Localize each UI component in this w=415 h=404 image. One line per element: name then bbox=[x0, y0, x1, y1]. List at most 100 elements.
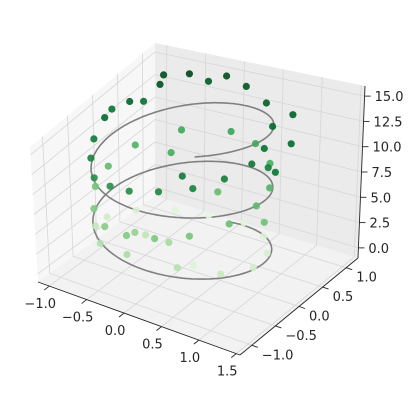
scatter-point-28 bbox=[251, 140, 260, 148]
x-tick-mark-5 bbox=[230, 353, 237, 358]
floor-pane bbox=[38, 196, 358, 355]
scatter-point-4 bbox=[248, 160, 256, 168]
scatter-point-56 bbox=[103, 213, 111, 221]
x-gridline-1 bbox=[86, 53, 206, 300]
helix-line bbox=[90, 101, 275, 280]
x-tick-label-4: 1.0 bbox=[180, 351, 201, 366]
scatter-point-30 bbox=[266, 184, 274, 192]
scatter-point-60 bbox=[189, 261, 197, 270]
y-tick-label-3: 0.5 bbox=[333, 290, 354, 305]
scatter-point-2 bbox=[269, 122, 277, 130]
scatter-point-35 bbox=[122, 231, 131, 240]
y-tick-label-2: 0.0 bbox=[309, 310, 330, 325]
y-tick-label-1: −0.5 bbox=[285, 329, 317, 344]
x-tick-label-2: 0.0 bbox=[105, 324, 126, 339]
y-tick-mark-0 bbox=[251, 344, 258, 348]
scatter-point-9 bbox=[106, 182, 114, 190]
axes-panes bbox=[30, 43, 365, 355]
scatter-point-3 bbox=[260, 144, 268, 153]
z-tick-label-3: 7.5 bbox=[372, 166, 393, 181]
scatter-point-7 bbox=[154, 188, 163, 196]
scatter-point-23 bbox=[108, 105, 116, 113]
scatter-point-59 bbox=[123, 250, 131, 259]
z-tick-label-2: 5.0 bbox=[370, 191, 391, 206]
scatter-point-53 bbox=[205, 211, 213, 219]
scatter-point-1 bbox=[262, 99, 270, 107]
scatter-point-17 bbox=[185, 70, 193, 78]
x-axis-line bbox=[37, 281, 241, 356]
z-gridline-3 bbox=[33, 119, 362, 215]
scatter-point-12 bbox=[271, 168, 279, 176]
scatter-point-57 bbox=[91, 222, 100, 230]
scatter-point-48 bbox=[217, 270, 225, 278]
scatter-point-33 bbox=[185, 232, 193, 240]
scatter-point-5 bbox=[220, 175, 228, 183]
axes-gridlines bbox=[30, 45, 365, 354]
y-tick-mark-1 bbox=[275, 325, 282, 329]
scatter-point-16 bbox=[204, 77, 213, 85]
scatter-point-15 bbox=[223, 72, 231, 80]
scatter-point-10 bbox=[287, 140, 295, 148]
scatter-point-51 bbox=[259, 232, 267, 240]
z-gridline-4 bbox=[32, 96, 363, 195]
scatter-point-26 bbox=[160, 71, 168, 79]
z-gridline-6 bbox=[30, 51, 365, 156]
back-pane bbox=[155, 43, 365, 258]
scatter-point-18 bbox=[156, 80, 164, 88]
y-gridline-0 bbox=[42, 136, 252, 346]
z-tick-label-4: 10.0 bbox=[373, 141, 402, 156]
scatter-point-32 bbox=[225, 220, 233, 228]
z-gridline-1 bbox=[36, 164, 360, 255]
x-gridline-0 bbox=[48, 45, 168, 287]
scatter-point-38 bbox=[91, 182, 99, 190]
scatter-point-46 bbox=[165, 238, 173, 246]
scatter-point-0 bbox=[242, 82, 250, 90]
x-tick-label-3: 0.5 bbox=[142, 338, 163, 353]
y-tick-mark-3 bbox=[322, 286, 329, 290]
x-gridline-4 bbox=[198, 77, 323, 341]
z-gridline-0 bbox=[37, 186, 359, 275]
scatter-point-19 bbox=[126, 97, 134, 106]
scatter-point-45 bbox=[167, 149, 175, 157]
scatter-point-54 bbox=[171, 206, 179, 214]
y-tick-label-0: −1.0 bbox=[262, 348, 294, 363]
plot-content bbox=[87, 70, 297, 280]
y-tick-mark-4 bbox=[346, 267, 353, 271]
scatter-point-8 bbox=[125, 187, 133, 195]
scatter-point-34 bbox=[151, 235, 159, 243]
scatter-point-61 bbox=[142, 231, 150, 239]
y-gridline-1 bbox=[67, 115, 276, 327]
axes-ticks: −1.0−0.50.00.51.01.5−1.0−0.50.00.51.00.0… bbox=[24, 90, 403, 380]
x-tick-label-0: −1.0 bbox=[24, 297, 56, 312]
x-gridline-3 bbox=[161, 69, 284, 327]
scatter-point-42 bbox=[260, 218, 268, 226]
scatter-point-50 bbox=[263, 249, 271, 257]
z-gridline-5 bbox=[31, 74, 364, 176]
scatter-point-39 bbox=[104, 162, 112, 170]
z-tick-label-0: 0.0 bbox=[368, 242, 389, 257]
scatter-point-36 bbox=[101, 223, 109, 231]
scatter-point-58 bbox=[96, 239, 104, 247]
scatter-point-31 bbox=[252, 202, 260, 210]
scatter-point-52 bbox=[240, 219, 248, 227]
scatter-point-11 bbox=[264, 164, 272, 172]
x-tick-mark-3 bbox=[156, 326, 162, 331]
scatter-point-27 bbox=[227, 127, 235, 136]
z-tick-label-6: 15.0 bbox=[375, 90, 404, 105]
z-tick-label-5: 12.5 bbox=[374, 115, 403, 130]
scatter-point-47 bbox=[173, 264, 181, 272]
scatter-point-43 bbox=[131, 228, 139, 236]
z-gridline-2 bbox=[34, 141, 361, 235]
scatter-point-22 bbox=[87, 154, 95, 162]
x-tick-mark-4 bbox=[193, 339, 200, 345]
x-tick-label-5: 1.5 bbox=[217, 365, 238, 380]
scatter-point-41 bbox=[177, 126, 186, 134]
scatter-point-25 bbox=[140, 97, 148, 105]
x-tick-mark-2 bbox=[118, 312, 125, 318]
scatter-point-21 bbox=[90, 135, 98, 143]
scatter-point-44 bbox=[214, 188, 222, 196]
scatter-point-24 bbox=[90, 174, 98, 182]
scatter-point-55 bbox=[132, 206, 140, 214]
